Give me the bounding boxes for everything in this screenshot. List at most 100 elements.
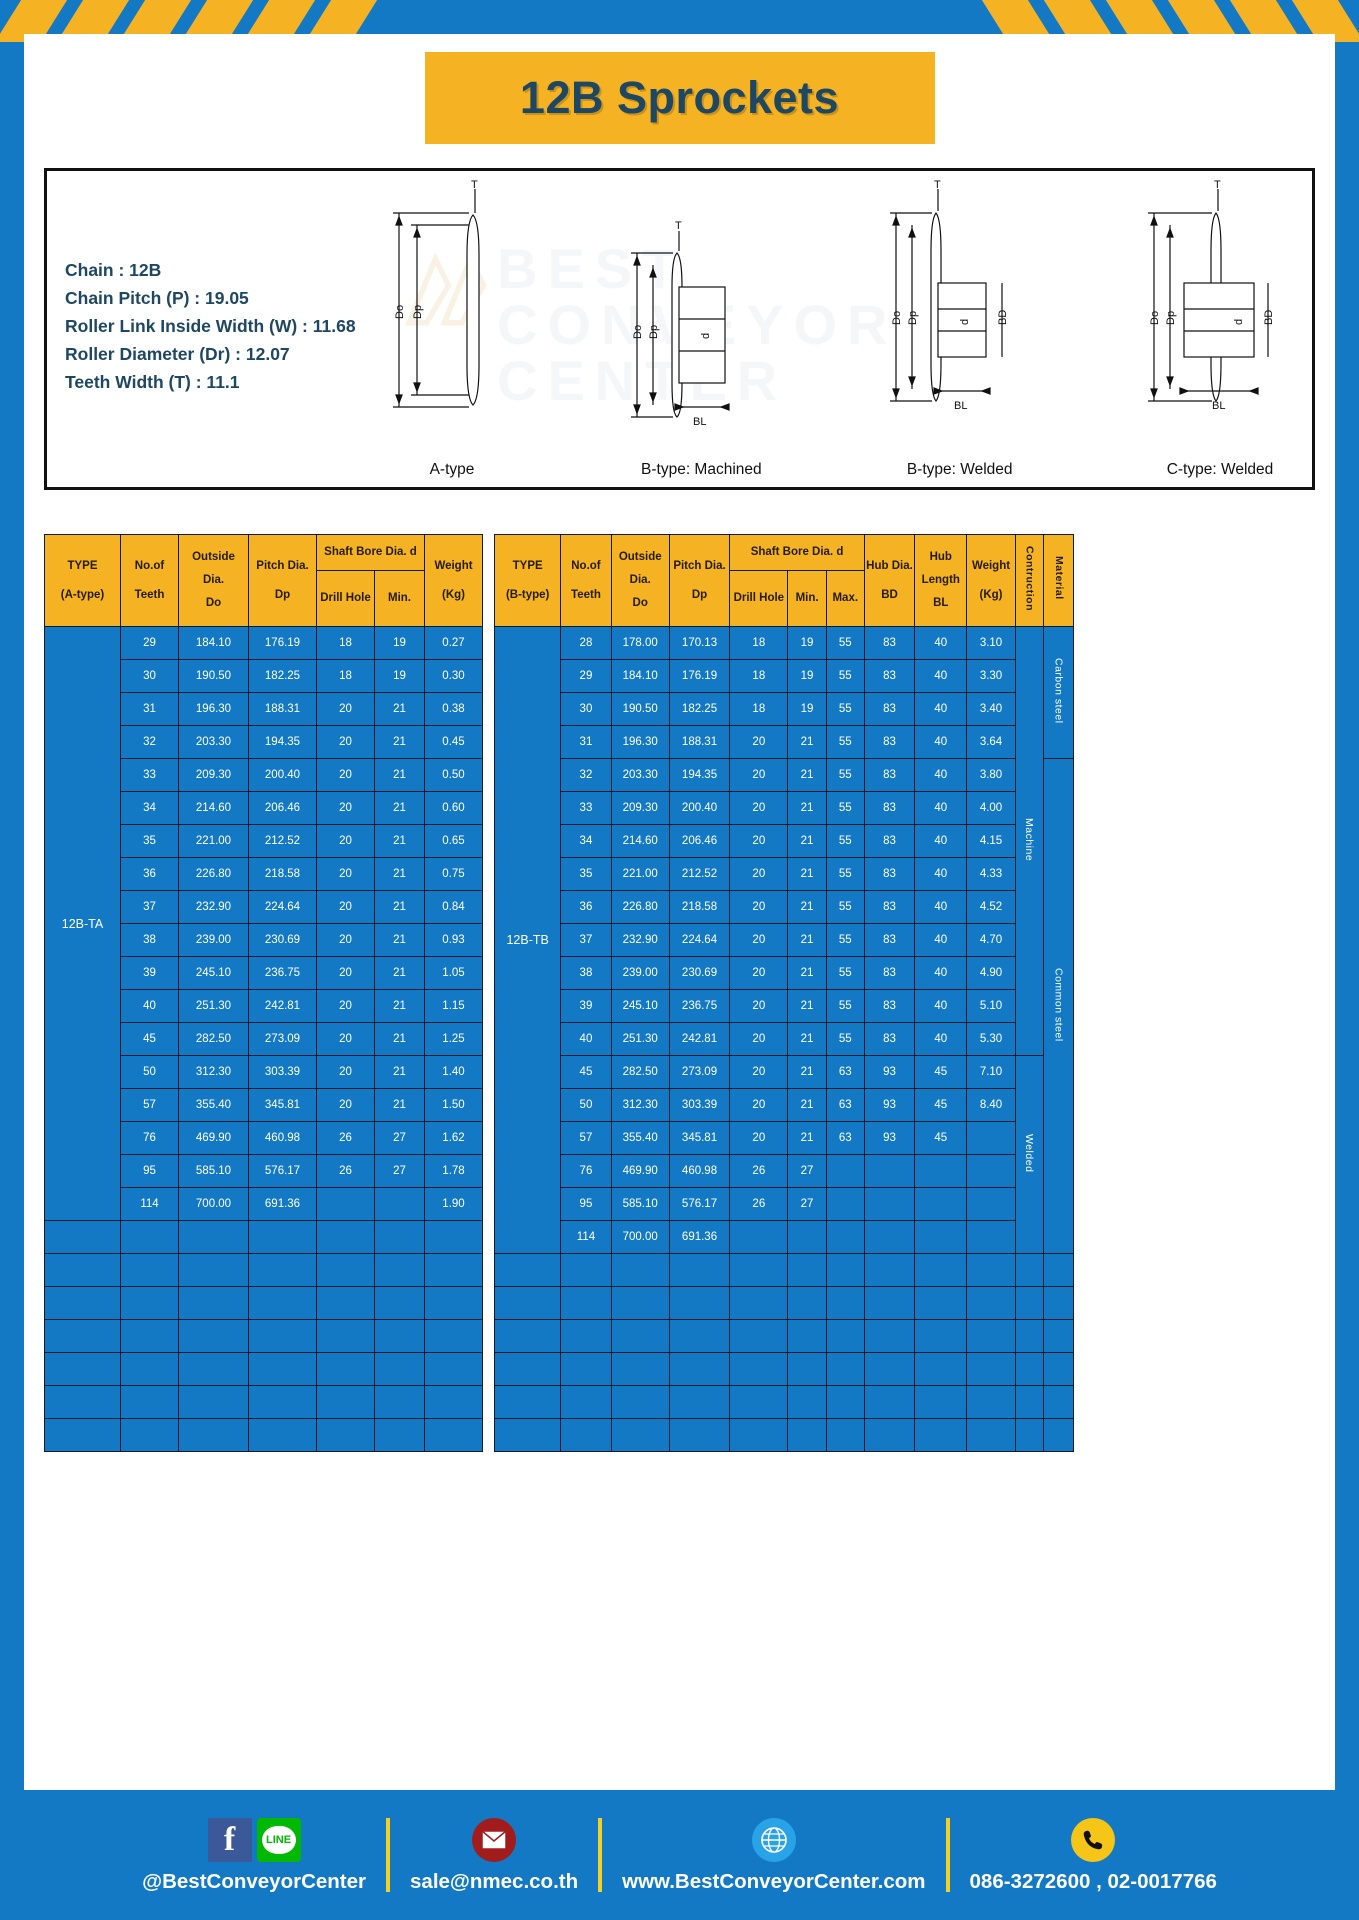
cell-weight: 1.62 [424,1121,483,1155]
cell-outside-dia: 226.80 [178,857,249,891]
cell-empty [1042,1253,1075,1287]
cell-empty [120,1352,179,1386]
cell-outside-dia: 312.30 [178,1055,249,1089]
cell-empty [316,1319,375,1353]
cell-weight: 0.65 [424,824,483,858]
cell-teeth: 33 [120,758,179,792]
footer-website[interactable]: www.BestConveyorCenter.com [622,1870,926,1893]
cell-teeth: 40 [120,989,179,1023]
svg-text:T: T [675,220,682,232]
cell-outside-dia: 585.10 [610,1187,670,1221]
header-teeth-a: No.of Teeth [120,534,179,627]
cell-min: 21 [374,725,425,759]
cell-min: 21 [374,692,425,726]
header-hub-len-mid: Length [921,574,960,586]
cell-teeth: 114 [560,1220,612,1254]
header-hub-length-b: Hub Length BL [914,534,968,627]
cell-min: 27 [374,1154,425,1188]
header-hub-dia-sub: BD [881,588,898,601]
cell-empty [1014,1352,1044,1386]
header-hub-dia-b: Hub Dia. BD [863,534,916,627]
cell-empty [374,1418,425,1452]
cell-weight [966,1154,1016,1188]
cell-empty [1042,1385,1075,1419]
table-row: 30 190.50 182.25 18 19 55 83 40 3.40 [495,692,1074,726]
cell-empty [1014,1319,1044,1353]
cell-weight: 3.30 [966,659,1016,693]
cell-hub-dia: 83 [863,923,916,957]
cell-max: 55 [825,989,865,1023]
cell-teeth: 50 [560,1088,612,1122]
footer-website-group[interactable]: www.BestConveyorCenter.com [606,1816,941,1894]
cell-drill-hole: 20 [729,1022,789,1056]
cell-teeth: 114 [120,1187,179,1221]
cell-teeth: 32 [560,758,612,792]
footer-email[interactable]: sale@nmec.co.th [410,1870,579,1893]
cell-pitch-dia: 273.09 [248,1022,317,1056]
cell-outside-dia: 585.10 [178,1154,249,1188]
cell-min: 21 [787,824,827,858]
cell-teeth: 29 [120,626,179,660]
cell-empty [1042,1418,1075,1452]
cell-teeth: 33 [560,791,612,825]
cell-weight [966,1187,1016,1221]
cell-weight: 1.15 [424,989,483,1023]
svg-text:BL: BL [954,400,967,412]
table-row-empty [44,1286,483,1320]
cell-outside-dia: 700.00 [178,1187,249,1221]
cell-drill-hole: 20 [316,989,375,1023]
cell-outside-dia: 184.10 [610,659,670,693]
cell-empty [560,1418,612,1452]
footer-facebook-handle[interactable]: @BestConveyorCenter [142,1870,367,1893]
footer-phone-group[interactable]: 086-3272600 , 02-0017766 [954,1816,1233,1894]
table-row: 34 214.60 206.46 20 21 0.60 [45,791,483,825]
cell-hub-dia: 93 [863,1088,916,1122]
cell-drill-hole: 20 [316,725,375,759]
cell-teeth: 45 [120,1022,179,1056]
header-od-a-mid: Dia. [202,574,225,586]
table-row: 45 282.50 273.09 20 21 63 93 45 7.10 Welded [495,1055,1074,1254]
footer-email-group[interactable]: sale@nmec.co.th [394,1816,594,1894]
footer-social[interactable]: f LINE @BestConveyorCenter [126,1816,382,1894]
cell-drill-hole: 18 [729,659,789,693]
table-row: 37 232.90 224.64 20 21 0.84 [45,890,483,924]
cell-empty [120,1418,179,1452]
table-row: 12B-TB 28 178.00 170.13 18 19 55 83 40 3.10 Machin… [493,626,1075,1254]
cell-weight: 7.10 [966,1055,1016,1089]
cell-hub-dia: 93 [863,1121,916,1155]
cell-weight: 3.10 [966,626,1016,660]
cell-hub-dia: 83 [863,725,916,759]
cell-min: 21 [374,923,425,957]
cell-empty [825,1352,865,1386]
mail-icon[interactable] [472,1818,517,1862]
globe-icon[interactable] [751,1818,796,1862]
footer-phone[interactable]: 086-3272600 , 02-0017766 [969,1870,1217,1893]
facebook-icon[interactable]: f [207,1818,252,1862]
header-od-b-main: Outside [618,551,662,563]
cell-empty [44,1319,121,1353]
cell-empty [120,1319,179,1353]
svg-text:d: d [959,319,971,325]
cell-empty [316,1352,375,1386]
phone-icon[interactable] [1071,1818,1116,1862]
header-pd-b-main: Pitch Dia. [673,559,726,572]
cell-empty [424,1352,483,1386]
cell-pitch-dia: 576.17 [668,1187,731,1221]
header-type-b-main: TYPE [512,559,543,572]
table-row: 40 251.30 242.81 20 21 55 83 40 5.30 [495,1022,1074,1056]
cell-empty [729,1385,789,1419]
cell-drill-hole: 20 [729,1088,789,1122]
footer-divider-1 [386,1818,391,1892]
figure-c-type-welded: T Do Dp [1134,179,1306,441]
cell-min: 21 [374,857,425,891]
cell-drill-hole: 20 [316,1022,375,1056]
cell-drill-hole: 20 [316,956,375,990]
line-icon[interactable]: LINE [256,1818,301,1862]
cell-pitch-dia: 224.64 [248,890,317,924]
cell-empty [787,1286,827,1320]
cell-hub-length: 40 [914,857,968,891]
cell-drill-hole: 20 [316,791,375,825]
cell-empty [729,1352,789,1386]
cell-outside-dia: 226.80 [610,890,670,924]
cell-empty [374,1352,425,1386]
